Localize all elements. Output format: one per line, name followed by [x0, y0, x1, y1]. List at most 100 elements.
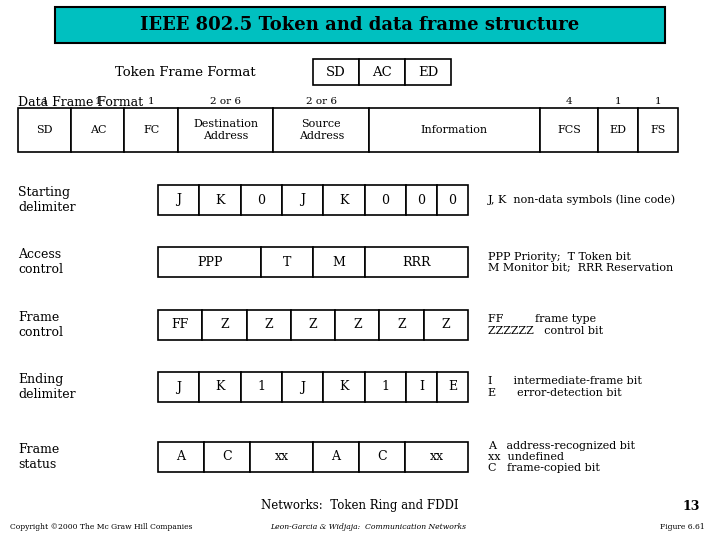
Bar: [364, 247, 468, 277]
Bar: [437, 372, 468, 402]
Text: xx  undefined: xx undefined: [488, 452, 564, 462]
Bar: [240, 372, 282, 402]
Bar: [405, 442, 468, 472]
Text: 1: 1: [41, 97, 48, 105]
Bar: [18, 108, 71, 152]
Text: xx: xx: [429, 450, 444, 463]
Bar: [313, 59, 359, 85]
Text: FCS: FCS: [557, 125, 581, 135]
Text: 0: 0: [418, 193, 426, 206]
Bar: [282, 185, 323, 215]
Bar: [323, 185, 364, 215]
Text: K: K: [215, 381, 225, 394]
Text: J: J: [300, 193, 305, 206]
Text: C: C: [222, 450, 232, 463]
Text: FC: FC: [143, 125, 159, 135]
Bar: [261, 247, 313, 277]
Text: K: K: [339, 381, 348, 394]
Text: Z: Z: [353, 319, 361, 332]
Bar: [158, 247, 261, 277]
Text: E      error-detection bit: E error-detection bit: [488, 388, 621, 397]
Text: ED: ED: [418, 65, 438, 78]
Text: 1: 1: [615, 97, 621, 105]
Bar: [158, 442, 204, 472]
Text: ED: ED: [610, 125, 626, 135]
Text: SD: SD: [37, 125, 53, 135]
Bar: [291, 310, 335, 340]
Bar: [250, 442, 313, 472]
Bar: [274, 108, 369, 152]
Text: M: M: [333, 255, 346, 268]
Text: C: C: [377, 450, 387, 463]
Bar: [204, 442, 250, 472]
Text: 13: 13: [683, 500, 700, 512]
Text: Z: Z: [220, 319, 229, 332]
Text: Z: Z: [264, 319, 273, 332]
Text: K: K: [215, 193, 225, 206]
Bar: [158, 310, 202, 340]
Text: FF         frame type: FF frame type: [488, 314, 596, 325]
Bar: [405, 59, 451, 85]
Bar: [359, 442, 405, 472]
Text: 0: 0: [449, 193, 456, 206]
Text: T: T: [283, 255, 292, 268]
Text: Z: Z: [397, 319, 406, 332]
Bar: [638, 108, 678, 152]
Bar: [359, 59, 405, 85]
Text: A   address-recognized bit: A address-recognized bit: [488, 441, 635, 451]
Text: Z: Z: [441, 319, 450, 332]
Text: C   frame-copied bit: C frame-copied bit: [488, 463, 600, 473]
Text: Destination
Address: Destination Address: [193, 119, 258, 141]
Bar: [598, 108, 638, 152]
Bar: [406, 185, 437, 215]
Text: Z: Z: [309, 319, 318, 332]
Bar: [199, 372, 240, 402]
Text: AC: AC: [89, 125, 106, 135]
Bar: [199, 185, 240, 215]
Text: J: J: [300, 381, 305, 394]
Text: Frame
control: Frame control: [18, 311, 63, 339]
Text: Figure 6.61: Figure 6.61: [660, 523, 705, 531]
Bar: [282, 372, 323, 402]
Text: A: A: [176, 450, 186, 463]
Bar: [158, 185, 199, 215]
Text: M Monitor bit;  RRR Reservation: M Monitor bit; RRR Reservation: [488, 262, 673, 273]
Text: 1: 1: [257, 381, 266, 394]
Bar: [158, 372, 199, 402]
Bar: [178, 108, 274, 152]
Bar: [437, 185, 468, 215]
Text: PPP Priority;  T Token bit: PPP Priority; T Token bit: [488, 252, 631, 261]
Text: Data Frame Format: Data Frame Format: [18, 96, 143, 109]
Bar: [364, 185, 406, 215]
Text: 0: 0: [382, 193, 390, 206]
Text: 2 or 6: 2 or 6: [306, 97, 337, 105]
Text: Leon-Garcia & Widjaja:  Communication Networks: Leon-Garcia & Widjaja: Communication Net…: [270, 523, 466, 531]
Text: E: E: [448, 381, 457, 394]
Text: Access
control: Access control: [18, 248, 63, 276]
Text: 2 or 6: 2 or 6: [210, 97, 241, 105]
Text: PPP: PPP: [197, 255, 222, 268]
Bar: [423, 310, 468, 340]
Text: AC: AC: [372, 65, 392, 78]
Text: xx: xx: [274, 450, 289, 463]
Bar: [379, 310, 423, 340]
Bar: [240, 185, 282, 215]
Bar: [202, 310, 246, 340]
Text: ZZZZZZ   control bit: ZZZZZZ control bit: [488, 326, 603, 335]
Bar: [71, 108, 125, 152]
Text: Information: Information: [421, 125, 488, 135]
Text: Ending
delimiter: Ending delimiter: [18, 373, 76, 401]
Text: Starting
delimiter: Starting delimiter: [18, 186, 76, 214]
Bar: [335, 310, 379, 340]
Text: 1: 1: [148, 97, 154, 105]
Text: I: I: [419, 381, 424, 394]
Text: SD: SD: [326, 65, 346, 78]
Text: FS: FS: [650, 125, 666, 135]
Bar: [313, 247, 364, 277]
Text: IEEE 802.5 Token and data frame structure: IEEE 802.5 Token and data frame structur…: [140, 16, 580, 34]
Bar: [369, 108, 539, 152]
Text: 4: 4: [566, 97, 572, 105]
Bar: [55, 7, 665, 43]
Text: 1: 1: [382, 381, 390, 394]
Text: Frame
status: Frame status: [18, 443, 59, 471]
